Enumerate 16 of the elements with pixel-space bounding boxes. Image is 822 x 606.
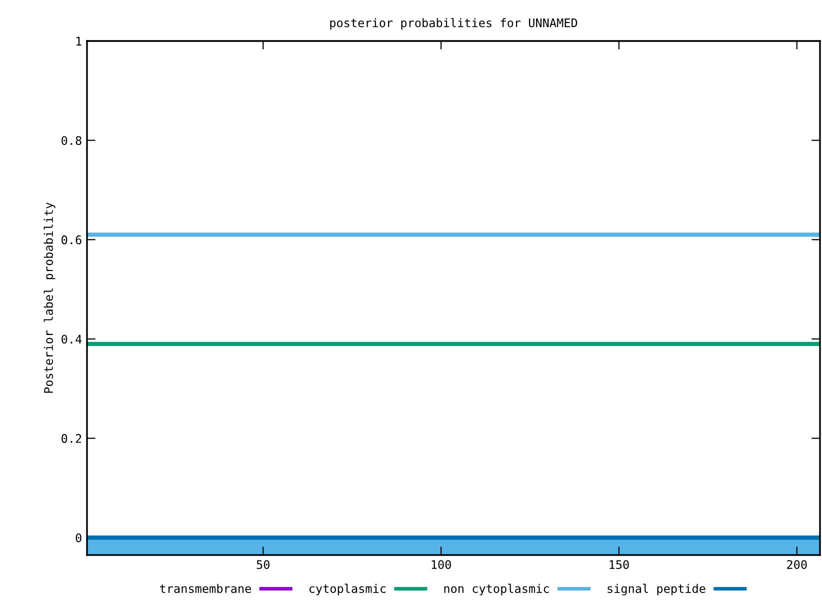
y-tick-label: 0.6 bbox=[62, 235, 82, 244]
y-axis-title: Posterior label probability bbox=[44, 202, 56, 393]
legend-label: cytoplasmic bbox=[309, 584, 386, 596]
y-tick-label: 0.8 bbox=[62, 136, 82, 146]
legend-label: signal peptide bbox=[608, 584, 706, 596]
x-tick-label: 150 bbox=[610, 560, 629, 570]
y-tick-label: 0 bbox=[76, 533, 82, 542]
legend-label: transmembrane bbox=[160, 584, 251, 594]
y-tick-label: 0.4 bbox=[62, 334, 82, 344]
x-tick-label: 50 bbox=[256, 560, 270, 570]
legend-label: non cytoplasmic bbox=[444, 584, 549, 596]
y-tick-label: 0.2 bbox=[62, 434, 82, 443]
chart-title: posterior probabilities for UNNAMED bbox=[330, 18, 578, 30]
x-tick-label: 200 bbox=[787, 560, 807, 570]
y-tick-label: 1 bbox=[76, 36, 82, 46]
x-tick-label: 100 bbox=[432, 560, 451, 570]
